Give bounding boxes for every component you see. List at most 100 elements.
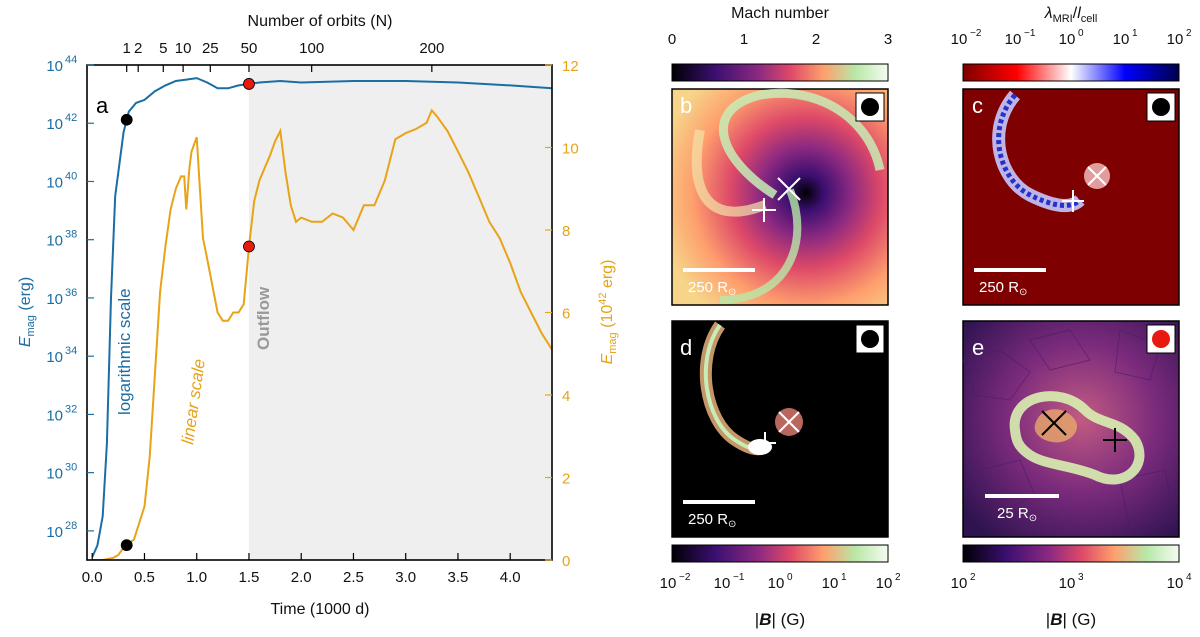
cbar-c-tick-exp-3: 1 — [1132, 28, 1138, 39]
left-tick-exp-0: 28 — [65, 520, 77, 532]
plus-marker-c — [1062, 190, 1084, 212]
right-tick-label-1: 2 — [562, 471, 570, 488]
spiral-arm-inner — [719, 188, 802, 304]
x-tick-label-6: 3.0 — [395, 569, 416, 586]
scale-label-d: 250 R⊙ — [688, 511, 736, 530]
series-line-0 — [91, 77, 552, 558]
spiral-arm-outer — [718, 88, 885, 199]
series-line-1 — [92, 108, 552, 560]
top-tick-label-5: 50 — [241, 40, 258, 57]
cbar-d-tick-base-0: 10 — [660, 575, 677, 592]
cbar-b-tick-1: 1 — [740, 31, 748, 48]
cbar-c-tick-exp-2: 0 — [1078, 28, 1084, 39]
cbar-e-tick-exp-1: 3 — [1078, 572, 1084, 583]
cbar-e-tick-base-0: 10 — [951, 575, 968, 592]
cbar-d-tick-base-1: 10 — [714, 575, 731, 592]
right-tick-label-0: 0 — [562, 553, 570, 570]
data-marker-3 — [243, 240, 255, 253]
colorbar-mri — [962, 63, 1180, 82]
panel-letter-e: e — [972, 335, 984, 360]
panel-letter-b: b — [680, 93, 692, 118]
left-tick-exp-6: 40 — [65, 170, 77, 182]
cbar-c-tick-exp-0: −2 — [970, 28, 982, 39]
panel-e-field-map: 25 R⊙ e 10 2 10 3 10 4 |B| (G) — [951, 320, 1192, 629]
colorbar-label-field-e: |B| (G) — [1046, 610, 1096, 629]
colorbar-label-mri: λMRI/lcell — [1044, 5, 1098, 25]
left-tick-exp-7: 42 — [65, 112, 77, 124]
marker-dot-e — [1152, 330, 1170, 348]
cbar-c-tick-base-0: 10 — [951, 31, 968, 48]
cbar-c-tick-base-4: 10 — [1167, 31, 1184, 48]
scale-bar-e — [985, 494, 1059, 498]
cross-marker-d — [778, 411, 800, 433]
panel-letter-c: c — [972, 93, 983, 118]
marker-dot-b — [861, 98, 879, 116]
top-tick-label-3: 10 — [175, 40, 192, 57]
left-tick-label-0: 10 — [46, 524, 63, 541]
right-tick-label-2: 4 — [562, 388, 570, 405]
left-tick-exp-5: 38 — [65, 229, 77, 241]
cbar-c-tick-base-2: 10 — [1059, 31, 1076, 48]
cbar-b-tick-3: 3 — [884, 31, 892, 48]
panel-c-mri-map: λMRI/lcell 10 −2 10 −1 10 0 10 1 10 2 250 R⊙ c — [951, 5, 1192, 306]
cbar-e-tick-exp-0: 2 — [970, 572, 976, 583]
cbar-e-tick-exp-2: 4 — [1186, 572, 1192, 583]
scale-label-c: 250 R⊙ — [979, 279, 1027, 298]
panel-letter-a: a — [96, 93, 109, 118]
right-tick-label-5: 10 — [562, 141, 579, 158]
cross-marker-e — [1041, 410, 1067, 436]
top-tick-label-7: 200 — [419, 40, 444, 57]
scale-bar-c — [974, 268, 1046, 272]
cbar-d-tick-exp-0: −2 — [679, 572, 691, 583]
left-axis-label: Emag (erg) — [17, 277, 37, 347]
top-tick-label-2: 5 — [159, 40, 167, 57]
cross-marker — [777, 177, 801, 201]
field-bright-core — [748, 439, 772, 455]
panel-d-field-map: 250 R⊙ d 10 −2 10 −1 10 0 10 1 10 2 |B| (G) — [660, 320, 901, 629]
plus-marker-e — [1103, 428, 1127, 452]
left-tick-exp-3: 34 — [65, 345, 77, 357]
top-axis-label: Number of orbits (N) — [248, 13, 393, 30]
x-tick-label-1: 0.5 — [134, 569, 155, 586]
left-tick-label-7: 10 — [46, 116, 63, 133]
cbar-d-tick-exp-1: −1 — [733, 572, 745, 583]
cbar-e-tick-base-1: 10 — [1059, 575, 1076, 592]
marker-dot-c — [1152, 98, 1170, 116]
x-tick-label-5: 2.5 — [343, 569, 364, 586]
scale-bar-b — [683, 268, 755, 272]
right-tick-label-4: 8 — [562, 223, 570, 240]
spiral-arm-left — [691, 129, 767, 217]
x-axis-label: Time (1000 d) — [271, 601, 370, 618]
cross-marker-c — [1087, 166, 1107, 186]
left-tick-label-2: 10 — [46, 407, 63, 424]
series-label-logarithmic: logarithmic scale — [115, 288, 134, 415]
top-tick-label-6: 100 — [299, 40, 324, 57]
cbar-d-tick-base-3: 10 — [822, 575, 839, 592]
left-tick-label-8: 10 — [46, 58, 63, 75]
cbar-d-tick-base-4: 10 — [876, 575, 893, 592]
cbar-d-tick-exp-4: 2 — [895, 572, 901, 583]
mri-arm-core — [996, 93, 1082, 208]
x-tick-label-7: 3.5 — [448, 569, 469, 586]
right-axis-label: Emag (1042 erg) — [597, 260, 619, 365]
panel-letter-d: d — [680, 335, 692, 360]
data-marker-0 — [120, 113, 133, 126]
cbar-c-tick-exp-1: −1 — [1024, 28, 1036, 39]
left-tick-label-6: 10 — [46, 174, 63, 191]
right-tick-label-3: 6 — [562, 306, 570, 323]
x-tick-label-0: 0.0 — [82, 569, 103, 586]
cbar-e-tick-base-2: 10 — [1167, 575, 1184, 592]
plus-marker — [752, 198, 776, 222]
cbar-c-tick-base-3: 10 — [1113, 31, 1130, 48]
colorbar-label-field-d: |B| (G) — [755, 610, 805, 629]
marker-dot-d — [861, 330, 879, 348]
cbar-d-tick-base-2: 10 — [768, 575, 785, 592]
plus-marker-d — [754, 432, 776, 454]
colorbar-field-d — [671, 544, 889, 563]
scale-label-b: 250 R⊙ — [688, 279, 736, 298]
top-tick-label-4: 25 — [202, 40, 219, 57]
left-tick-exp-1: 30 — [65, 462, 77, 474]
series-label-linear: linear scale — [178, 358, 209, 446]
binary-outer-loop — [1009, 391, 1145, 485]
